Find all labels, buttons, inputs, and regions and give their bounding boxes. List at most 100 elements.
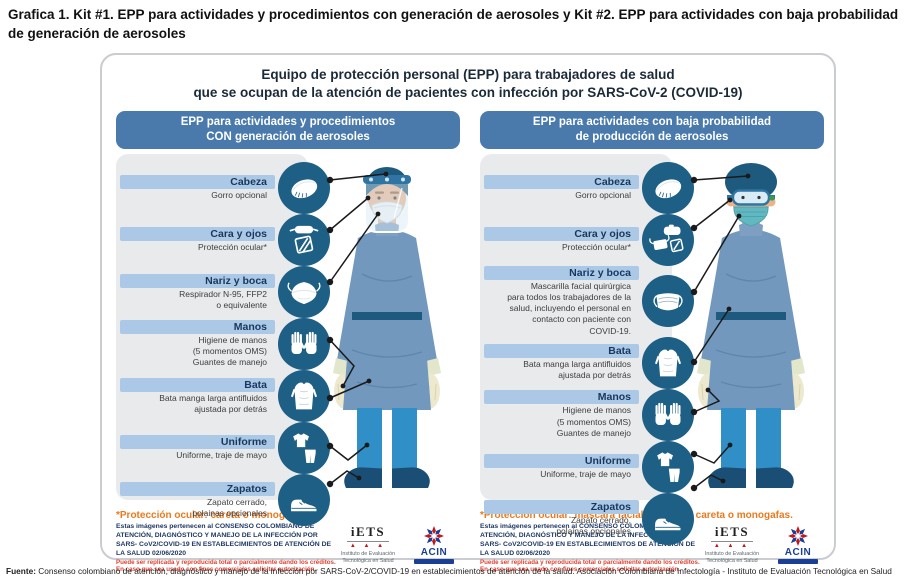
gown-icon [278,370,330,423]
item-description: Mascarilla facial quirúrgica para todos … [507,281,631,336]
epp-item-cara-y-ojos: Cara y ojos Protección ocular* [484,214,694,267]
acin-logo: ACIN [414,524,454,564]
epp-item-cabeza: Cabeza Gorro opcional [484,162,694,215]
healthcare-worker-goggles-illustration [676,156,826,500]
epp-item-nariz-y-boca: Nariz y boca Respirador N-95, FFP2 o equ… [120,266,330,319]
iets-logo: iETS ▲ ▲ ▲ Instituto de Evaluación Tecno… [700,523,764,564]
license-note-2: En caso que sea usado con fines comercia… [480,566,681,574]
epp-item-uniforme: Uniforme Uniforme, traje de mayo [120,422,330,475]
item-label: Zapatos [484,500,639,514]
kit-1-footer: *Protección ocular: careta o monogafas. … [116,510,460,574]
item-description: Uniforme, traje de mayo [176,450,267,461]
source-line: Fuente: Consenso colombiano de atención,… [6,566,918,576]
kit-1-header: EPP para actividades y procedimientos CO… [116,111,460,150]
item-label: Bata [484,344,639,358]
acin-star-icon [424,525,444,546]
eye-protection-icon [278,214,330,267]
scrubs-icon [642,440,694,493]
item-label: Nariz y boca [484,266,639,281]
surgical-mask-icon [642,275,694,328]
epp-item-uniforme: Uniforme Uniforme, traje de mayo [484,440,694,493]
epp-item-bata: Bata Bata manga larga antifluidos ajusta… [120,370,330,423]
item-label: Uniforme [484,453,639,468]
item-label: Bata [120,377,275,392]
acin-logo-name: ACIN [784,546,812,558]
epp-item-zapatos: Zapatos Zapato cerrado, polainas opciona… [120,474,330,527]
item-description: Higiene de manos (5 momentos OMS) Guante… [192,335,267,368]
scrubs-icon [278,422,330,475]
item-label: Cara y ojos [120,227,275,242]
shoe-icon [642,492,694,545]
kit-1-body: Cabeza Gorro opcional Cara y ojos Protec… [114,154,462,527]
source-label: Fuente: [6,566,36,576]
epp-item-manos: Manos Higiene de manos (5 momentos OMS) … [120,318,330,371]
epp-item-zapatos: Zapatos Zapato cerrado, polainas opciona… [484,492,694,545]
eye-protection-footnote: *Protección ocular: careta o monogafas. [116,510,308,522]
gloves-icon [642,388,694,441]
iets-logo-marks: ▲ ▲ ▲ [349,543,387,550]
cap-icon [642,162,694,215]
item-description: Zapato cerrado, polainas opcionales [556,515,631,537]
item-label: Cabeza [120,175,275,190]
iets-logo-name: iETS [346,524,390,543]
acin-star-icon [788,525,808,546]
item-description: Bata manga larga antifluidos ajustada po… [523,359,631,381]
iets-logo: iETS ▲ ▲ ▲ Instituto de Evaluación Tecno… [336,523,400,564]
item-label: Cabeza [484,175,639,190]
item-description: Bata manga larga antifluidos ajustada po… [159,392,267,414]
iets-logo-marks: ▲ ▲ ▲ [713,543,751,550]
kit-2-panel: EPP para actividades con baja probabilid… [478,111,826,574]
item-description: Zapato cerrado, polainas opcionales [192,496,267,518]
kit-2-body: Cabeza Gorro opcional Cara y ojos Protec… [478,154,826,545]
page-title: Grafica 1. Kit #1. EPP para actividades … [8,7,899,41]
cap-icon [278,162,330,215]
eye-protection-footnote: *Protección ocular: máscara facial con v… [480,510,793,522]
logos-row: iETS ▲ ▲ ▲ Instituto de Evaluación Tecno… [700,523,824,564]
license-note-2: En caso que sea usado con fines comercia… [116,566,317,574]
epp-item-nariz-y-boca: Nariz y boca Mascarilla facial quirúrgic… [484,266,694,336]
item-description: Gorro opcional [575,190,631,201]
healthcare-worker-faceshield-illustration [312,156,462,500]
image-credit: Estas imágenes pertenecen al CONSENSO CO… [116,523,332,557]
acin-logo-bar [414,558,454,564]
epp-item-cabeza: Cabeza Gorro opcional [120,162,330,215]
image-credit: Estas imágenes pertenecen al CONSENSO CO… [480,523,696,557]
iets-logo-tagline: Instituto de Evaluación Tecnológica en S… [704,551,760,564]
epp-item-bata: Bata Bata manga larga antifluidos ajusta… [484,336,694,389]
item-label: Manos [484,390,639,405]
shoe-icon [278,474,330,527]
kits-row: EPP para actividades y procedimientos CO… [110,102,826,574]
iets-logo-name: iETS [710,524,754,543]
license-note-1: Puede ser replicada y reproducida total … [480,558,700,566]
item-description: Uniforme, traje de mayo [540,468,631,479]
item-description: Respirador N-95, FFP2 o equivalente [179,288,267,310]
acin-logo-bar [778,558,818,564]
iets-logo-tagline: Instituto de Evaluación Tecnológica en S… [340,551,396,564]
source-text: Consenso colombiano de atención, diagnós… [35,566,892,576]
kit-2-items-panel: Cabeza Gorro opcional Cara y ojos Protec… [480,154,694,545]
gown-icon [642,336,694,389]
logos-row: iETS ▲ ▲ ▲ Instituto de Evaluación Tecno… [336,523,460,564]
item-description: Gorro opcional [211,190,267,201]
infographic-card: Equipo de protección personal (EPP) para… [100,53,836,573]
kit-2-header: EPP para actividades con baja probabilid… [480,111,824,150]
license-note-1: Puede ser replicada y reproducida total … [116,558,336,566]
acin-logo-name: ACIN [420,546,448,558]
kit-1-panel: EPP para actividades y procedimientos CO… [114,111,462,574]
epp-item-cara-y-ojos: Cara y ojos Protección ocular* [120,214,330,267]
item-description: Protección ocular* [562,242,631,253]
kit-2-footer: *Protección ocular: máscara facial con v… [480,510,824,574]
infographic-title: Equipo de protección personal (EPP) para… [193,67,743,101]
eye-protection-mask-icon [642,214,694,267]
kit-1-items-panel: Cabeza Gorro opcional Cara y ojos Protec… [116,154,330,527]
epp-item-manos: Manos Higiene de manos (5 momentos OMS) … [484,388,694,441]
item-description: Protección ocular* [198,242,267,253]
item-label: Manos [120,320,275,335]
item-label: Nariz y boca [120,273,275,288]
n95-respirator-icon [278,266,330,319]
item-label: Uniforme [120,435,275,450]
gloves-icon [278,318,330,371]
acin-logo: ACIN [778,524,818,564]
item-label: Cara y ojos [484,227,639,242]
